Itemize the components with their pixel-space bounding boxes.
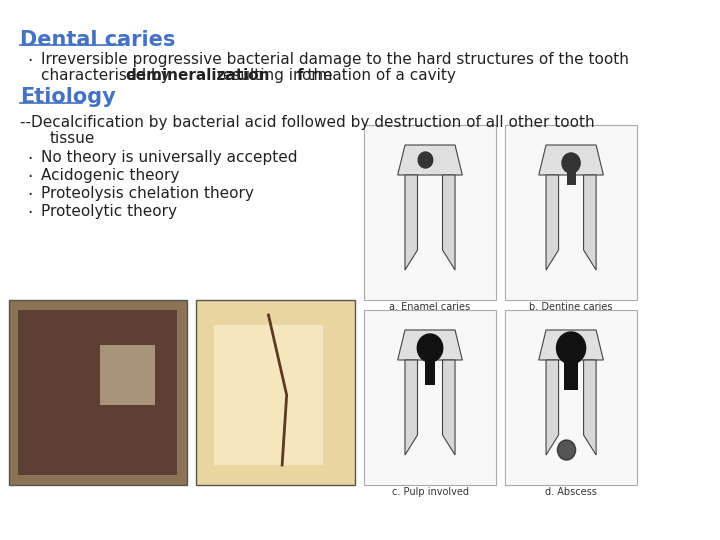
Text: --Decalcification by bacterial acid followed by destruction of all other tooth: --Decalcification by bacterial acid foll… bbox=[20, 115, 595, 130]
Text: a. Enamel caries: a. Enamel caries bbox=[390, 302, 471, 312]
Text: resulting in the: resulting in the bbox=[212, 68, 338, 83]
Circle shape bbox=[418, 334, 443, 362]
Text: ·: · bbox=[27, 186, 32, 204]
Bar bbox=[196, 300, 355, 485]
Text: Proteolysis chelation theory: Proteolysis chelation theory bbox=[41, 186, 254, 201]
Polygon shape bbox=[546, 175, 559, 270]
Bar bbox=[567, 165, 575, 185]
Circle shape bbox=[557, 332, 585, 364]
Polygon shape bbox=[546, 360, 559, 455]
Bar bbox=[425, 350, 436, 385]
Text: ·: · bbox=[27, 204, 32, 222]
Circle shape bbox=[418, 152, 433, 168]
Polygon shape bbox=[443, 360, 455, 455]
Polygon shape bbox=[539, 330, 603, 360]
Text: ·: · bbox=[27, 52, 32, 70]
Bar bbox=[364, 310, 496, 485]
Bar bbox=[364, 125, 496, 300]
Text: characterised by: characterised by bbox=[41, 68, 174, 83]
Polygon shape bbox=[405, 175, 418, 270]
Bar bbox=[505, 310, 637, 485]
Polygon shape bbox=[397, 330, 462, 360]
Bar bbox=[18, 310, 177, 475]
Bar bbox=[214, 325, 323, 465]
Text: f: f bbox=[297, 68, 303, 83]
Polygon shape bbox=[397, 145, 462, 175]
Bar bbox=[9, 300, 186, 485]
Text: Dental caries: Dental caries bbox=[20, 30, 176, 50]
Polygon shape bbox=[443, 175, 455, 270]
Polygon shape bbox=[539, 145, 603, 175]
Circle shape bbox=[557, 440, 575, 460]
Text: d. Abscess: d. Abscess bbox=[545, 487, 597, 497]
Text: tissue: tissue bbox=[50, 131, 96, 146]
Text: Proteolytic theory: Proteolytic theory bbox=[41, 204, 177, 219]
Bar bbox=[564, 350, 578, 390]
Text: ormation of a cavity: ormation of a cavity bbox=[302, 68, 456, 83]
Text: c. Pulp involved: c. Pulp involved bbox=[392, 487, 469, 497]
Bar bbox=[100, 345, 155, 405]
Text: Acidogenic theory: Acidogenic theory bbox=[41, 168, 179, 183]
Polygon shape bbox=[584, 360, 596, 455]
Text: ·: · bbox=[27, 150, 32, 168]
Text: Irreversible progressive bacterial damage to the hard structures of the tooth: Irreversible progressive bacterial damag… bbox=[41, 52, 629, 67]
Polygon shape bbox=[584, 175, 596, 270]
Text: Etiology: Etiology bbox=[20, 87, 116, 107]
Polygon shape bbox=[405, 360, 418, 455]
Text: ·: · bbox=[27, 168, 32, 186]
Text: demineralization: demineralization bbox=[125, 68, 270, 83]
Bar bbox=[505, 125, 637, 300]
Text: No theory is universally accepted: No theory is universally accepted bbox=[41, 150, 297, 165]
Circle shape bbox=[562, 153, 580, 173]
Text: b. Dentine caries: b. Dentine caries bbox=[529, 302, 613, 312]
